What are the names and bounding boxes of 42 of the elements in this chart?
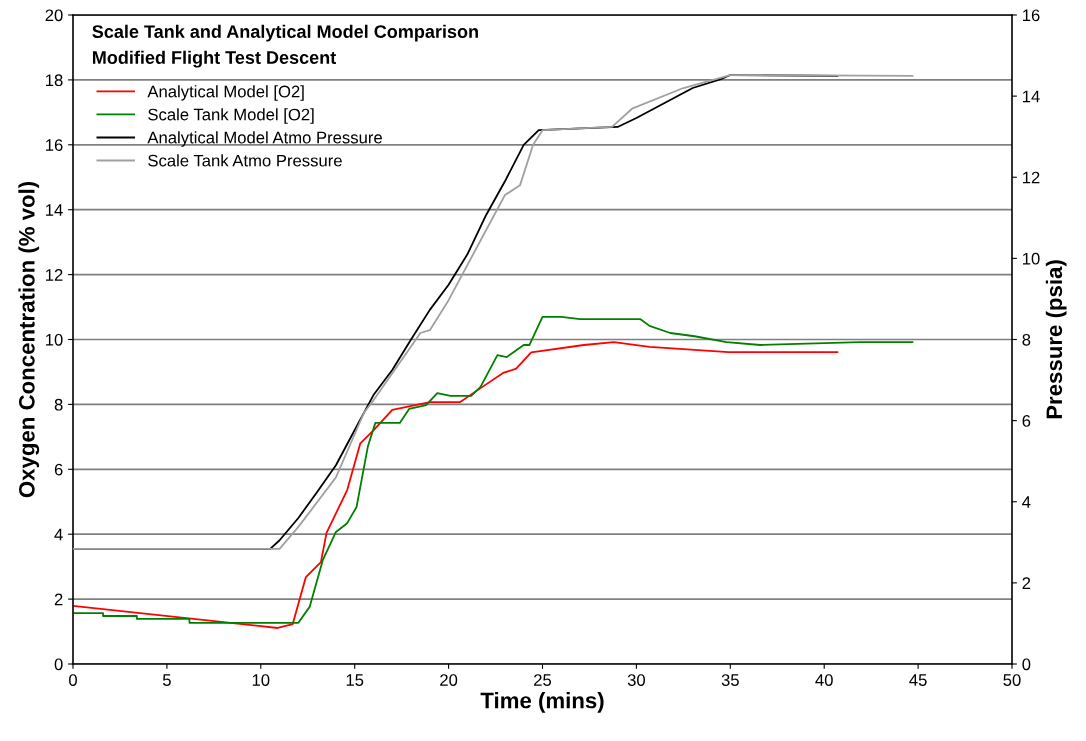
y2-tick-label: 10	[1022, 252, 1040, 265]
legend-label: Scale Tank Atmo Pressure	[148, 154, 342, 167]
y2-tick-label: 2	[1022, 577, 1031, 589]
y2-tick-label: 8	[1022, 333, 1031, 346]
y2-tick-label: 14	[1022, 90, 1040, 103]
y-tick-label: 4	[54, 528, 63, 541]
y2-tick-label: 16	[1022, 9, 1040, 22]
legend-label: Analytical Model [O2]	[147, 85, 304, 101]
y-tick-label: 18	[46, 74, 63, 87]
y2-axis-title: Pressure (psia)	[1045, 260, 1067, 419]
x-tick-label: 45	[909, 674, 927, 686]
x-tick-label: 15	[346, 674, 364, 686]
x-tick-label: 20	[440, 674, 458, 686]
y-tick-label: 2	[54, 593, 63, 606]
line-series	[73, 315, 914, 624]
x-tick-label: 0	[69, 674, 77, 686]
y-tick-label: 8	[54, 398, 63, 411]
y-tick-label: 10	[46, 333, 63, 346]
x-tick-label: 10	[252, 674, 270, 686]
y-axis-title: Oxygen Concentration (% vol)	[18, 181, 40, 498]
y-tick-label: 12	[46, 269, 63, 281]
line-series	[73, 341, 839, 629]
x-tick-label: 50	[1003, 674, 1021, 686]
x-tick-label: 30	[627, 674, 646, 686]
text: Modified Flight Test Descent	[92, 50, 336, 68]
y2-tick-label: 4	[1022, 496, 1031, 508]
y-tick-label: 14	[46, 204, 63, 216]
legend-label: Analytical Model Atmo Pressure	[147, 131, 382, 147]
y-tick-label: 0	[54, 658, 63, 671]
x-tick-label: 40	[815, 674, 833, 686]
x-tick-label: 35	[721, 674, 739, 686]
x-tick-label: 25	[534, 674, 552, 686]
text: Scale Tank and Analytical Model Comparison	[92, 24, 478, 42]
legend-label: Scale Tank Model [O2]	[148, 108, 314, 124]
y2-tick-label: 0	[1022, 658, 1031, 671]
y-tick-label: 6	[54, 463, 63, 476]
x-axis-title: Time (mins)	[480, 692, 604, 713]
y2-tick-label: 12	[1022, 171, 1040, 184]
y-tick-label: 16	[46, 139, 63, 151]
y-tick-label: 20	[45, 9, 63, 22]
y2-tick-label: 6	[1022, 415, 1031, 427]
x-tick-label: 5	[162, 674, 171, 686]
